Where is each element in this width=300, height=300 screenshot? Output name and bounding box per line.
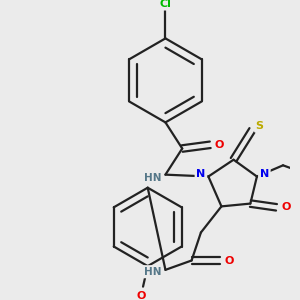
Text: O: O xyxy=(136,291,146,300)
Text: O: O xyxy=(224,256,234,266)
Text: Cl: Cl xyxy=(160,0,171,9)
Text: N: N xyxy=(260,169,269,179)
Text: O: O xyxy=(215,140,224,150)
Text: N: N xyxy=(196,169,206,179)
Text: HN: HN xyxy=(144,267,161,277)
Text: O: O xyxy=(281,202,290,212)
Text: HN: HN xyxy=(144,173,161,183)
Text: S: S xyxy=(256,121,264,131)
